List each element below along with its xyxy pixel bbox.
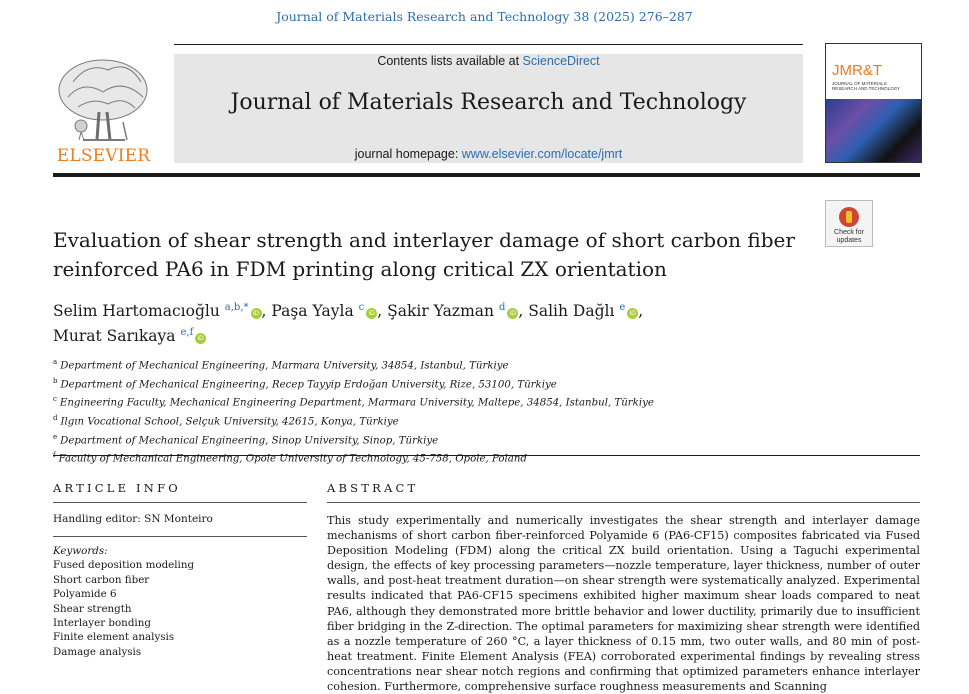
affiliation-item: d Ilgın Vocational School, Selçuk Univers… (53, 411, 813, 430)
author-affiliation-marker[interactable]: e,f (180, 327, 194, 339)
bookmark-icon (839, 207, 859, 227)
elsevier-wordmark: ELSEVIER (56, 146, 151, 166)
author-name[interactable]: Salih Dağlı (528, 302, 615, 321)
sciencedirect-link[interactable]: ScienceDirect (522, 54, 600, 68)
affiliation-text: Department of Mechanical Engineering, Si… (60, 435, 439, 447)
affiliation-key: d (53, 414, 58, 423)
cover-image (826, 99, 921, 162)
contents-prefix: Contents lists available at (377, 54, 523, 68)
header-top-divider (174, 44, 803, 45)
author-name[interactable]: Paşa Yayla (271, 302, 354, 321)
handling-editor: Handling editor: SN Monteiro (53, 513, 213, 525)
author-affiliation-marker[interactable]: e (619, 302, 626, 313)
keywords-divider (53, 536, 307, 537)
keyword-list: Keywords: Fused deposition modeling Shor… (53, 544, 194, 659)
keyword-item: Shear strength (53, 602, 132, 615)
check-for-updates-label: Check for updates (834, 229, 864, 244)
author-separator: , (261, 302, 272, 321)
header-thick-divider (53, 173, 920, 177)
author-separator: , (377, 302, 388, 321)
elsevier-tree-logo (58, 59, 148, 141)
author-separator: , (638, 302, 644, 321)
cover-subtitle: JOURNAL OF MATERIALS RESEARCH AND TECHNO… (832, 81, 901, 91)
affiliation-text: Department of Mechanical Engineering, Re… (60, 379, 557, 391)
affiliation-key: e (53, 432, 58, 441)
affiliation-item: b Department of Mechanical Engineering, R… (53, 374, 813, 393)
author-list: Selim Hartomacıoğlu a,b,*iD, Paşa Yayla … (53, 297, 813, 347)
author-name[interactable]: Selim Hartomacıoğlu (53, 302, 220, 321)
affiliation-item: fFaculty of Mechanical Engineering, Opol… (53, 448, 813, 467)
orcid-icon[interactable]: iD (250, 308, 262, 320)
affiliation-key: b (53, 376, 58, 385)
author-separator: , (518, 302, 529, 321)
author-affiliation-marker[interactable]: a,b,* (224, 302, 249, 313)
orcid-icon[interactable]: iD (627, 308, 639, 320)
affiliation-text: Faculty of Mechanical Engineering, Opole… (58, 453, 527, 465)
keyword-item: Interlayer bonding (53, 617, 151, 630)
affiliation-key: a (53, 358, 58, 366)
author-affiliation-marker[interactable]: d (498, 302, 506, 313)
homepage-prefix: journal homepage: (354, 147, 462, 161)
article-info-heading: ARTICLE INFO (53, 481, 181, 495)
journal-homepage-line: journal homepage: www.elsevier.com/locat… (174, 147, 803, 161)
orcid-icon[interactable]: iD (195, 333, 207, 345)
abstract-heading: ABSTRACT (327, 481, 419, 495)
affiliation-item: c Engineering Faculty, Mechanical Enginee… (53, 392, 813, 411)
affiliation-key: c (53, 395, 57, 404)
keyword-item: Short carbon fiber (53, 573, 150, 586)
affiliation-text: Ilgın Vocational School, Selçuk Universi… (60, 416, 399, 428)
article-info-divider (53, 502, 307, 503)
journal-cover-thumbnail[interactable]: JMR&T JOURNAL OF MATERIALS RESEARCH AND … (825, 43, 922, 163)
affiliation-text: Engineering Faculty, Mechanical Engineer… (59, 397, 654, 409)
author-name[interactable]: Şakir Yazman (387, 302, 495, 321)
contents-available-line: Contents lists available at ScienceDirec… (174, 54, 803, 68)
affiliation-text: Department of Mechanical Engineering, Ma… (60, 360, 509, 372)
keywords-label: Keywords: (53, 545, 108, 557)
keyword-item: Damage analysis (53, 645, 142, 658)
cover-title: JMR&T (832, 62, 882, 79)
keyword-item: Fused deposition modeling (53, 559, 195, 572)
cover-header (826, 44, 921, 91)
orcid-icon[interactable]: iD (507, 308, 519, 320)
author-name[interactable]: Murat Sarıkaya (53, 327, 176, 346)
homepage-link[interactable]: www.elsevier.com/locate/jmrt (461, 147, 623, 161)
journal-banner (174, 54, 803, 163)
abstract-divider (327, 502, 920, 503)
section-divider (53, 455, 920, 456)
affiliation-item: e Department of Mechanical Engineering, S… (53, 430, 813, 449)
journal-name: Journal of Materials Research and Techno… (230, 90, 747, 115)
abstract-text: This study experimentally and numericall… (327, 514, 920, 694)
check-for-updates-button[interactable]: Check for updates (825, 200, 873, 247)
journal-citation[interactable]: Journal of Materials Research and Techno… (276, 9, 693, 24)
affiliation-list: a Department of Mechanical Engineering, M… (53, 355, 813, 467)
author-affiliation-marker[interactable]: c (358, 302, 365, 313)
affiliation-item: a Department of Mechanical Engineering, M… (53, 355, 813, 374)
keyword-item: Polyamide 6 (53, 588, 117, 601)
article-title: Evaluation of shear strength and interla… (53, 228, 795, 281)
orcid-icon[interactable]: iD (366, 308, 378, 320)
keyword-item: Finite element analysis (53, 631, 175, 644)
